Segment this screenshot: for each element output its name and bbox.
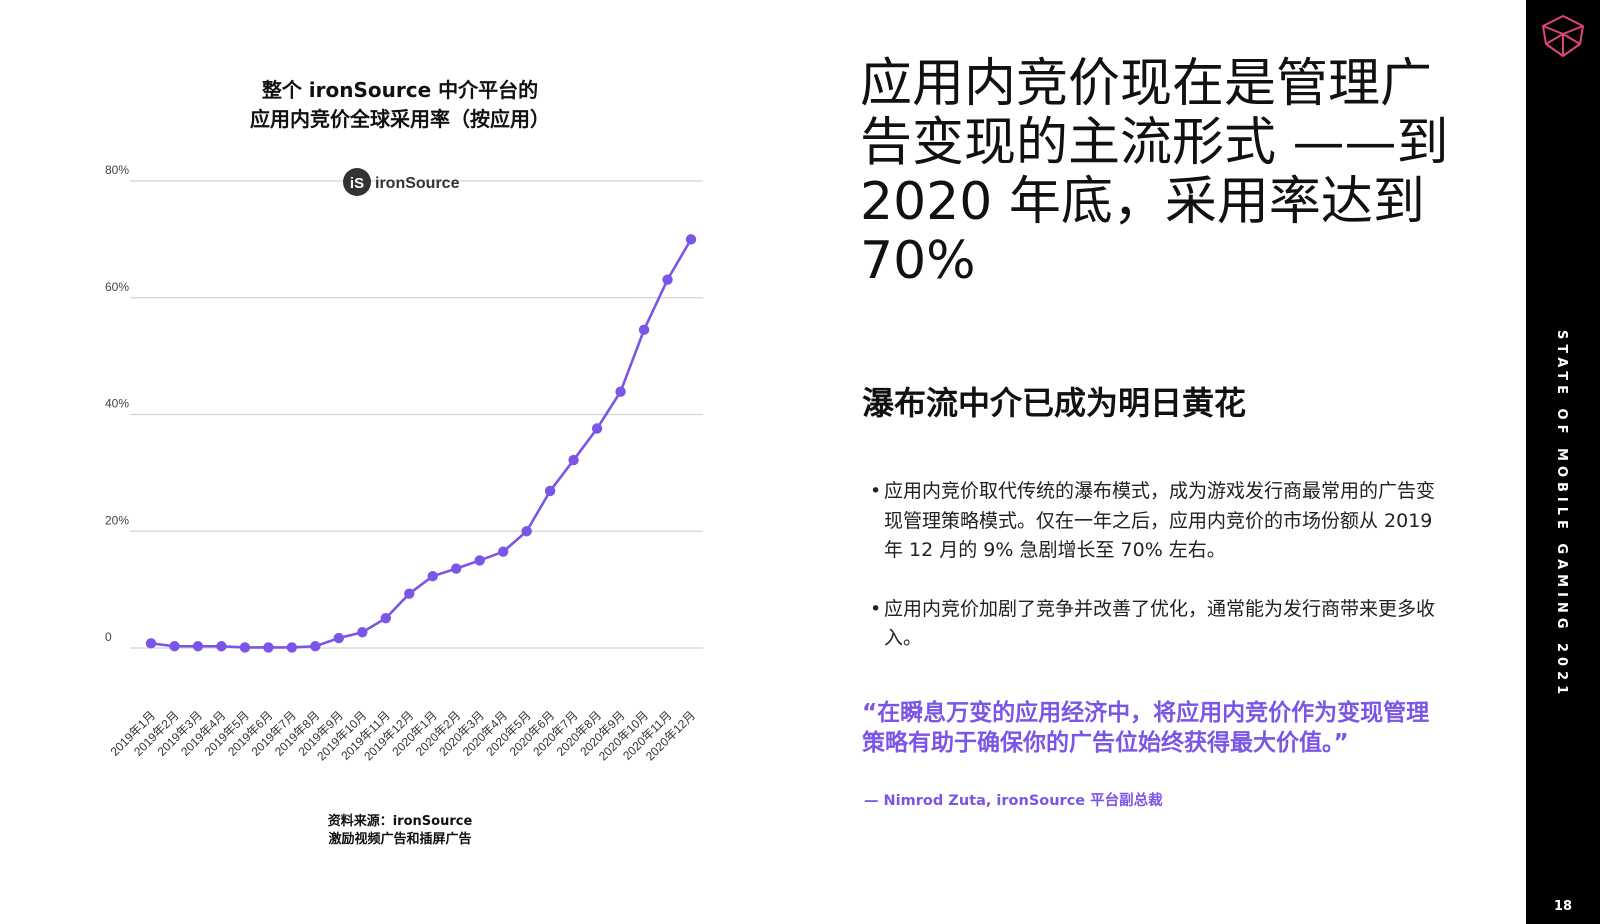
data-point	[521, 526, 532, 537]
bullet-item: 应用内竞价取代传统的瀑布模式，成为游戏发行商最常用的广告变现管理策略模式。仅在一…	[870, 477, 1452, 566]
side-band: STATE OF MOBILE GAMING 2021 18	[1526, 0, 1600, 924]
data-point	[615, 386, 626, 397]
data-point	[380, 613, 391, 624]
subheading: 瀑布流中介已成为明日黄花	[862, 384, 1247, 422]
data-point	[404, 588, 415, 599]
y-tick-label: 80%	[105, 163, 129, 177]
data-point	[568, 454, 579, 466]
data-point	[192, 641, 204, 652]
ironsource-logo-text: ironSource	[375, 175, 460, 192]
y-axis-ticks: 0 20% 40% 60% 80%	[105, 163, 129, 644]
data-point	[216, 641, 227, 652]
data-point	[357, 627, 368, 638]
data-point	[638, 324, 650, 336]
data-point	[427, 570, 438, 582]
chart-title: 整个 ironSource 中介平台的 应用内竞价全球采用率（按应用）	[170, 76, 630, 134]
data-point	[310, 641, 321, 652]
data-point	[263, 642, 274, 653]
ironsource-logo-mark: iS	[350, 175, 364, 192]
data-point	[662, 274, 673, 285]
source-line-1: 资料来源：ironSource	[327, 814, 473, 829]
data-point	[544, 485, 556, 497]
publication-title: STATE OF MOBILE GAMING 2021	[1554, 330, 1569, 700]
source-line-2: 激励视频广告和插屏广告	[328, 832, 472, 847]
chart-gridlines	[130, 180, 703, 649]
adoption-line-chart: 0 20% 40% 60% 80% iS ironSource 2019年1月2019年…	[105, 163, 703, 763]
data-point	[145, 638, 157, 649]
y-tick-label: 40%	[105, 397, 129, 411]
data-point	[474, 555, 485, 566]
y-tick-label: 20%	[105, 513, 129, 527]
data-point	[286, 642, 298, 653]
ironsource-logo: iS ironSource	[343, 168, 460, 196]
y-tick-label: 60%	[105, 280, 129, 294]
chart-title-line1: 整个 ironSource 中介平台的	[261, 78, 539, 102]
data-point	[451, 563, 462, 574]
data-point	[239, 642, 251, 653]
series-adoption	[145, 234, 697, 653]
data-point	[169, 641, 180, 652]
source-note: 资料来源：ironSource 激励视频广告和插屏广告	[280, 813, 520, 849]
data-point	[685, 234, 697, 245]
series-line	[150, 238, 693, 649]
bullet-item: 应用内竞价加剧了竞争并改善了优化，通常能为发行商带来更多收入。	[870, 595, 1452, 654]
data-point	[591, 423, 603, 434]
y-tick-label: 0	[105, 630, 112, 644]
headline: 应用内竞价现在是管理广告变现的主流形式 ——到 2020 年底，采用率达到 70…	[860, 54, 1449, 291]
bullet-list: 应用内竞价取代传统的瀑布模式，成为游戏发行商最常用的广告变现管理策略模式。仅在一…	[870, 477, 1452, 683]
chart-title-line2: 应用内竞价全球采用率（按应用）	[250, 107, 550, 131]
x-axis-ticks: 2019年1月2019年2月2019年3月2019年4月2019年5月2019年…	[108, 708, 698, 763]
data-point	[497, 546, 509, 557]
pull-quote: “在瞬息万变的应用经济中，将应用内竞价作为变现管理策略有助于确保你的广告位始终获…	[862, 700, 1430, 756]
quote-attribution: — Nimrod Zuta, ironSource 平台副总裁	[864, 793, 1163, 809]
gem-icon	[1542, 15, 1584, 57]
data-point	[333, 632, 345, 644]
page-number: 18	[1553, 899, 1573, 914]
